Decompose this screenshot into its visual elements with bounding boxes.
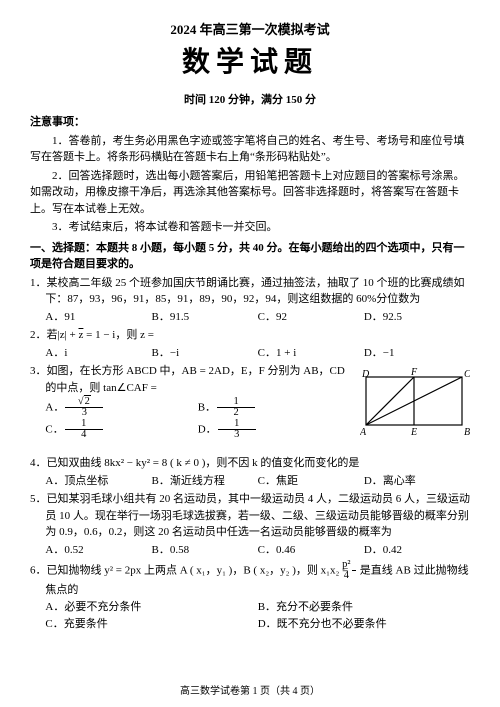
question-3: 3．如图，在长方形 ABCD 中，AB = 2AD，E，F 分别为 AB，CD … xyxy=(30,363,470,453)
opt-c: C．1 + i xyxy=(258,345,364,362)
q-num: 2． xyxy=(30,329,47,341)
opt-d: D．离心率 xyxy=(364,473,470,490)
q-text: 已知抛物线 y² = 2px 上两点 A ( x₁，y₁ )，B ( x₂，y₂… xyxy=(47,564,352,576)
opt-d: D．92.5 xyxy=(364,309,470,326)
q-text: 若 xyxy=(47,329,58,341)
opt-c: C．14 xyxy=(45,419,197,441)
opt-a: A．i xyxy=(45,345,151,362)
opt-c: C．焦距 xyxy=(258,473,364,490)
q-num: 3． xyxy=(30,365,47,377)
page-title: 数学试题 xyxy=(30,42,470,84)
question-6: 6．已知抛物线 y² = 2px 上两点 A ( x₁，y₁ )，B ( x₂，… xyxy=(30,560,470,632)
q-num: 1． xyxy=(30,277,47,289)
notice-head: 注意事项： xyxy=(30,114,470,131)
opt-d: D．−1 xyxy=(364,345,470,362)
opt-c: C．充要条件 xyxy=(45,616,257,633)
notice-item: 1．答卷前，考生务必用黑色字迹或签字笔将自己的姓名、考生号、考场号和座位号填写在… xyxy=(30,133,470,166)
opt-a: A．必要不充分条件 xyxy=(45,599,257,616)
svg-text:E: E xyxy=(410,427,417,438)
notice-item: 3．考试结束后，将本试卷和答题卡一并交回。 xyxy=(30,219,470,236)
svg-text:A: A xyxy=(360,427,367,438)
q-text: 已知某羽毛球小组共有 20 名运动员，其中一级运动员 4 人，二级运动员 6 人… xyxy=(45,493,470,538)
opt-a: A．0.52 xyxy=(45,542,151,559)
svg-text:C: C xyxy=(464,369,470,380)
opt-b: B．充分不必要条件 xyxy=(258,599,470,616)
pre-title: 2024 年高三第一次模拟考试 xyxy=(30,20,470,40)
question-4: 4．已知双曲线 8kx² − ky² = 8 ( k ≠ 0 )，则不因 k 的… xyxy=(30,455,470,489)
q-text: |z| + xyxy=(58,329,79,341)
opt-b: B．0.58 xyxy=(152,542,258,559)
svg-text:D: D xyxy=(361,369,370,380)
opt-c: C．92 xyxy=(258,309,364,326)
svg-text:F: F xyxy=(410,367,418,378)
q-text: = 1 − i，则 z = xyxy=(83,329,154,341)
q-text: 如图，在长方形 ABCD 中，AB = 2AD，E，F 分别为 AB，CD 的中… xyxy=(45,365,344,394)
svg-text:B: B xyxy=(464,427,470,438)
question-5: 5．已知某羽毛球小组共有 20 名运动员，其中一级运动员 4 人，二级运动员 6… xyxy=(30,491,470,558)
opt-a: A．顶点坐标 xyxy=(45,473,151,490)
question-1: 1．某校高二年级 25 个班参加国庆节朗诵比赛，通过抽签法，抽取了 10 个班的… xyxy=(30,275,470,326)
notice-block: 注意事项： 1．答卷前，考生务必用黑色字迹或签字笔将自己的姓名、考生号、考场号和… xyxy=(30,114,470,236)
q-num: 6． xyxy=(30,564,47,576)
opt-a: A．√23 xyxy=(45,397,197,419)
opt-d: D．既不充分也不必要条件 xyxy=(258,616,470,633)
opt-c: C．0.46 xyxy=(258,542,364,559)
q-text: 已知双曲线 8kx² − ky² = 8 ( k ≠ 0 )，则不因 k 的值变… xyxy=(47,457,360,469)
opt-a: A．91 xyxy=(45,309,151,326)
notice-item: 2．回答选择题时，选出每小题答案后，用铅笔把答题卡上对应题目的答案标号涂黑。如需… xyxy=(30,168,470,218)
subtitle: 时间 120 分钟，满分 150 分 xyxy=(30,92,470,109)
opt-d: D．0.42 xyxy=(364,542,470,559)
section-head: 一、选择题：本题共 8 小题，每小题 5 分，共 40 分。在每小题给出的四个选… xyxy=(30,240,470,273)
q-num: 5． xyxy=(30,493,47,505)
opt-b: B．12 xyxy=(198,397,350,419)
opt-d: D．13 xyxy=(198,419,350,441)
opt-b: B．−i xyxy=(152,345,258,362)
figure-rectangle: D F C A E B xyxy=(360,367,470,445)
question-2: 2．若|z| + z = 1 − i，则 z = A．i B．−i C．1 + … xyxy=(30,327,470,361)
page-footer: 高三数学试卷第 1 页（共 4 页） xyxy=(0,684,500,699)
q-text: 某校高二年级 25 个班参加国庆节朗诵比赛，通过抽签法，抽取了 10 个班的比赛… xyxy=(45,277,464,306)
opt-b: B．91.5 xyxy=(152,309,258,326)
q-num: 4． xyxy=(30,457,47,469)
opt-b: B．渐近线方程 xyxy=(152,473,258,490)
